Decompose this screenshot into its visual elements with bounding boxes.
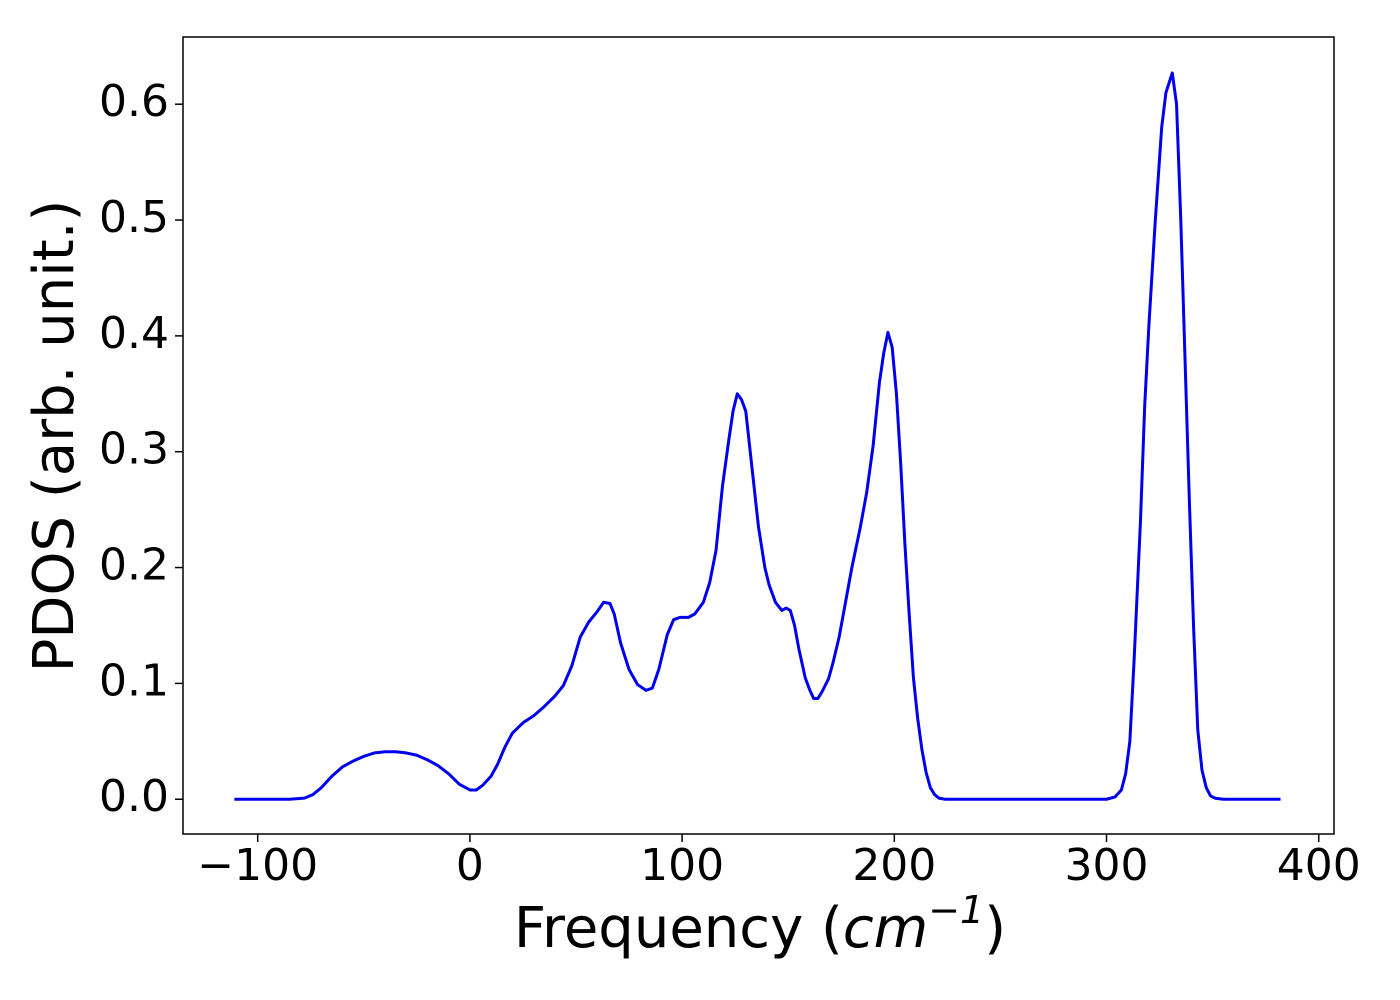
x-tick-label: 400 (1277, 840, 1361, 891)
x-tick-label: −100 (197, 840, 318, 891)
y-tick-label: 0.6 (99, 76, 169, 127)
x-label-math: cm (843, 896, 928, 961)
y-tick-label: 0.0 (99, 771, 169, 822)
y-tick-label: 0.3 (99, 424, 169, 475)
x-tick-label: 200 (852, 840, 936, 891)
y-tick-label: 0.5 (99, 192, 169, 243)
data-line (234, 71, 1281, 801)
x-axis-label: Frequency (cm−1) (514, 888, 1006, 962)
x-label-sup: −1 (928, 888, 984, 932)
y-tick-label: 0.2 (99, 540, 169, 591)
x-tick-label: 300 (1065, 840, 1149, 891)
plot-frame (182, 36, 1335, 835)
x-label-text: Frequency ( (514, 896, 843, 961)
x-tick-label: 0 (456, 840, 484, 891)
y-axis-label: PDOS (arb. unit.) (22, 200, 87, 673)
y-tick-label: 0.4 (99, 308, 169, 359)
y-tick-label: 0.1 (99, 655, 169, 706)
x-tick-label: 100 (640, 840, 724, 891)
x-label-close: ) (984, 896, 1006, 961)
